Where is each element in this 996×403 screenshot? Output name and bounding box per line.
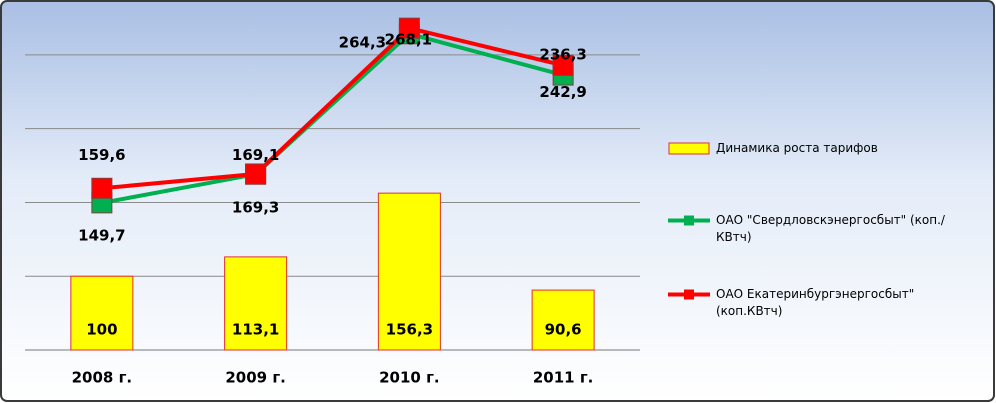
marker [552,54,574,76]
line [101,31,564,205]
line-value-label: 149,7 [78,226,125,244]
legend-key [668,142,710,155]
line [101,25,564,191]
legend-marker [684,289,694,300]
line-value-label: 268,1 [385,31,432,49]
line-value-label: 169,3 [232,198,279,216]
line-value-label: 264,3 [339,33,386,51]
legend-label: ОАО "Свердловскэнергосбыт" (коп./КВтч) [716,213,945,244]
x-tick-label: 2011 г. [533,369,594,387]
legend-key [668,215,710,226]
bar-value-label: 90,6 [545,321,582,339]
bar-value-label: 113,1 [232,321,279,339]
bar [70,275,134,351]
legend-entry: ОАО "Свердловскэнергосбыт" (коп./КВтч) [668,212,951,246]
bar [377,192,441,351]
line-value-label: 242,9 [539,83,586,101]
bar [224,256,288,351]
marker [398,17,420,39]
legend-label: Динамика роста тарифов [716,141,878,155]
legend-entry: ОАО Екатеринбургэнергосбыт"(коп.КВтч) [668,286,951,320]
line-value-label: 236,3 [539,46,586,64]
legend-entry: Динамика роста тарифов [668,140,951,157]
marker [245,163,267,185]
marker [91,177,113,199]
legend-marker [684,215,694,226]
legend-label: ОАО Екатеринбургэнергосбыт"(коп.КВтч) [716,287,915,318]
bar [531,289,595,351]
x-tick-label: 2010 г. [379,369,440,387]
x-tick-label: 2009 г. [225,369,286,387]
line-value-label: 159,6 [78,146,125,164]
line-value-label: 169,1 [232,146,279,164]
legend-swatch [668,142,710,155]
legend-key [668,289,710,300]
bar-value-label: 100 [86,321,117,339]
x-tick-label: 2008 г. [72,369,133,387]
bar-value-label: 156,3 [386,321,433,339]
